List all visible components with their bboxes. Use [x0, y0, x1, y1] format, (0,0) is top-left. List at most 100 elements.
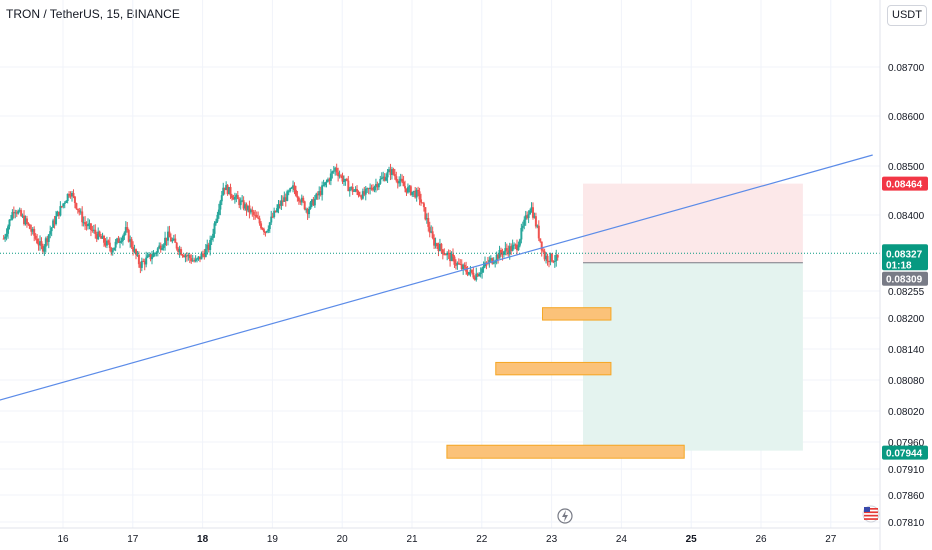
currency-button[interactable]: USDT [887, 5, 927, 26]
candle-body [529, 210, 532, 215]
candle-body [258, 218, 261, 224]
candle-body [440, 243, 443, 250]
candle-body [225, 185, 228, 191]
candle-body [33, 229, 36, 236]
candle-body [473, 277, 476, 280]
candle-body [274, 210, 277, 212]
candle-body [244, 204, 247, 209]
candle-body [229, 187, 232, 196]
icons[interactable] [557, 505, 880, 524]
candle-body [547, 261, 550, 263]
candle-body [271, 216, 274, 218]
candle-body [372, 189, 375, 191]
candle-body [313, 198, 316, 206]
candle-body [254, 214, 257, 216]
candle-body [220, 195, 223, 202]
candle-body [518, 239, 521, 246]
candle-body [164, 237, 167, 246]
candle-body [21, 215, 24, 217]
candle-body [49, 231, 52, 235]
candle-body [184, 255, 187, 258]
candle-body [248, 205, 251, 213]
candle-body [113, 247, 116, 251]
candle-body [278, 204, 281, 206]
candle-body [235, 195, 238, 197]
y-tick-label: 0.07960 [888, 438, 925, 449]
candle-body [145, 257, 148, 265]
candle-body [546, 255, 549, 262]
order-box [446, 444, 685, 459]
candle-body [292, 185, 295, 188]
candle-body [4, 236, 7, 239]
x-tick-label: 17 [127, 534, 139, 545]
order-box [495, 361, 612, 376]
candle-body [379, 178, 382, 184]
candle-body [191, 260, 194, 262]
candle-body [521, 225, 524, 228]
candle-body [89, 223, 92, 230]
candle-body [69, 195, 72, 197]
candle-body [367, 188, 370, 190]
candle-body [166, 231, 169, 241]
candle-body [449, 253, 452, 262]
candle-body [434, 243, 437, 246]
candle-body [169, 237, 172, 242]
candle-body [65, 201, 68, 203]
candle-body [373, 186, 376, 191]
candle-body [216, 214, 219, 222]
candle-body [444, 254, 447, 256]
candle-body [531, 207, 534, 218]
target-price-tag: 0.07944 [886, 449, 923, 460]
y-tick-label: 0.08400 [888, 211, 925, 222]
candle-body [507, 250, 510, 255]
candle-body [452, 254, 455, 257]
candle-body [39, 241, 42, 246]
stop-price-tag-bg [882, 176, 928, 191]
candle-body [405, 188, 408, 193]
candle-body [505, 248, 508, 251]
candle-body [249, 209, 252, 213]
candle-body [499, 250, 502, 254]
candle-body [31, 229, 34, 232]
candle-body [68, 193, 71, 196]
candle-body [226, 185, 229, 195]
candle-body [17, 211, 20, 214]
candle-body [178, 249, 181, 252]
candle-body [284, 197, 287, 201]
candle-body [14, 212, 17, 214]
y-tick-label: 0.08255 [888, 287, 925, 298]
candle-body [545, 255, 548, 260]
drawings[interactable] [0, 154, 880, 406]
candle-body [460, 264, 463, 270]
x-tick-label: 20 [337, 534, 349, 545]
candle-body [421, 202, 424, 204]
candle-body [319, 191, 322, 195]
candle-body [542, 250, 545, 252]
candle-body [101, 235, 104, 239]
candle-body [111, 250, 114, 253]
candle-body [392, 169, 395, 175]
candle-body [523, 219, 526, 226]
candle-body [43, 246, 46, 252]
x-tick-label: 23 [546, 534, 558, 545]
lightning-icon-bolt [562, 510, 568, 522]
candle-body [332, 170, 335, 172]
candle-body [315, 193, 318, 199]
candle-body [325, 181, 328, 183]
candle-body [265, 231, 268, 233]
candle-body [357, 191, 360, 196]
candle-body [540, 241, 543, 251]
candle-body [281, 200, 284, 202]
candle-body [446, 252, 449, 256]
order-boxes[interactable] [446, 307, 685, 459]
candle-body [549, 253, 552, 262]
candle-body [7, 226, 10, 234]
candle-body [543, 251, 546, 260]
candle-body [149, 254, 152, 260]
candle-body [268, 222, 271, 230]
trendline [0, 154, 873, 401]
candle-body [66, 193, 69, 202]
candle-body [354, 189, 357, 191]
candle-body [520, 227, 523, 240]
